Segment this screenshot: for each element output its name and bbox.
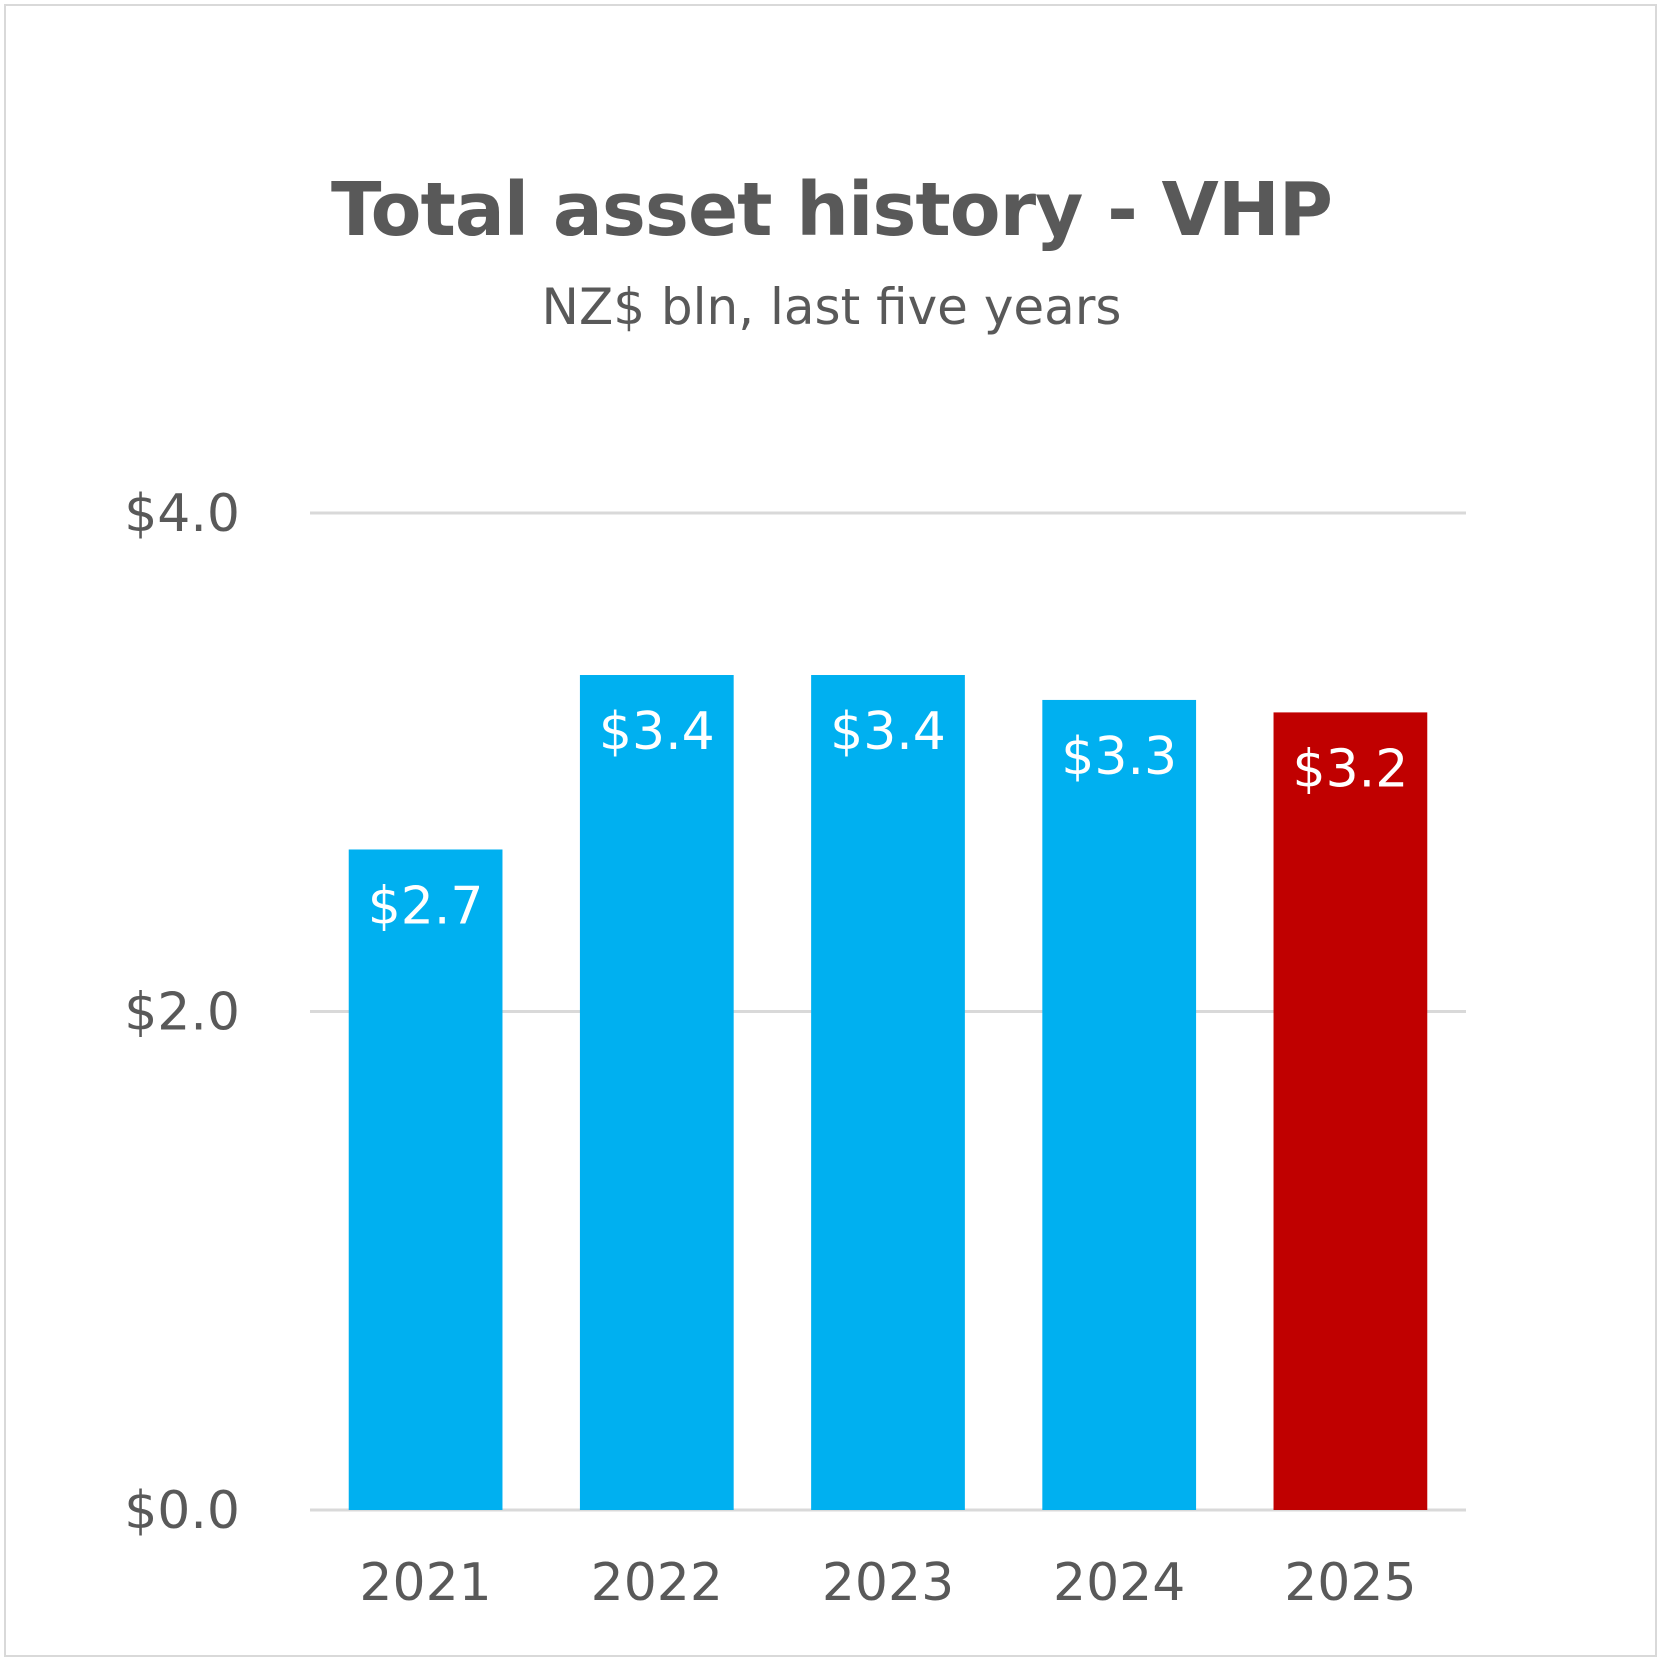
bar-2024 (1042, 699, 1197, 1510)
x-axis: 2021 2022 2023 2024 2025 (359, 1553, 1416, 1613)
bar-2022 (579, 675, 734, 1510)
data-label-2023: $3.4 (830, 702, 946, 762)
bars: $2.7 $3.4 $3.4 $3.3 $3.2 (348, 675, 1428, 1510)
data-label-2022: $3.4 (599, 702, 715, 762)
x-tick-label-2022: 2022 (591, 1553, 723, 1613)
x-tick-label-2024: 2024 (1053, 1553, 1185, 1613)
data-label-2021: $2.7 (368, 876, 484, 936)
chart-title: Total asset history - VHP (331, 167, 1333, 253)
bar-2023 (811, 675, 965, 1510)
bar-2021 (348, 849, 503, 1510)
y-tick-label-2: $4.0 (124, 484, 240, 544)
y-tick-label-1: $2.0 (124, 983, 240, 1043)
x-tick-label-2025: 2025 (1284, 1553, 1416, 1613)
y-axis: $0.0 $2.0 $4.0 (124, 484, 240, 1541)
bar-2025 (1273, 712, 1428, 1510)
data-label-2024: $3.3 (1061, 727, 1177, 787)
data-label-2025: $3.2 (1293, 739, 1409, 799)
y-tick-label-0: $0.0 (124, 1481, 240, 1541)
x-tick-label-2021: 2021 (359, 1553, 491, 1613)
chart-subtitle: NZ$ bln, last five years (541, 278, 1122, 336)
x-tick-label-2023: 2023 (822, 1553, 954, 1613)
